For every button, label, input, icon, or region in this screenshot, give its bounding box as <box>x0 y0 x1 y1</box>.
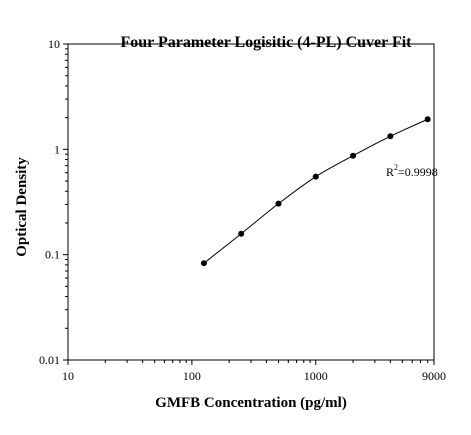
y-tick-label: 0.01 <box>39 353 60 367</box>
data-points-layer <box>200 116 431 267</box>
x-axis-ticks <box>67 360 435 365</box>
x-tick-label: 9000 <box>422 369 446 383</box>
r-squared-base: R <box>386 165 394 179</box>
x-tick-label: 1000 <box>304 369 328 383</box>
y-tick-label: 1 <box>54 142 60 156</box>
y-axis-ticks <box>63 43 68 361</box>
data-point <box>312 173 319 180</box>
data-point <box>387 133 394 140</box>
data-point <box>275 200 282 207</box>
chart-title: Four Parameter Logisitic (4-PL) Cuver Fi… <box>120 34 412 51</box>
y-tick-label: 10 <box>48 37 60 51</box>
y-axis-tick-labels: 0.01 0.1 1 10 <box>39 37 60 367</box>
y-tick-label: 0.1 <box>45 248 60 262</box>
x-axis-tick-labels: 10 100 1000 9000 <box>62 369 446 383</box>
data-point <box>424 116 431 123</box>
y-axis-label: Optical Density <box>14 157 30 257</box>
data-point <box>200 260 207 267</box>
fit-curve-layer <box>203 118 428 264</box>
r-squared-annotation: R2=0.9998 <box>386 163 438 179</box>
r-squared-value: =0.9998 <box>398 165 438 179</box>
fit-curve <box>203 118 428 264</box>
data-point <box>238 230 245 237</box>
plot-area-frame <box>67 43 435 361</box>
x-tick-label: 10 <box>62 369 74 383</box>
x-tick-label: 100 <box>183 369 201 383</box>
data-point <box>350 152 357 159</box>
x-axis-label: GMFB Concentration (pg/ml) <box>155 395 347 411</box>
r-squared-superscript: 2 <box>394 163 398 172</box>
